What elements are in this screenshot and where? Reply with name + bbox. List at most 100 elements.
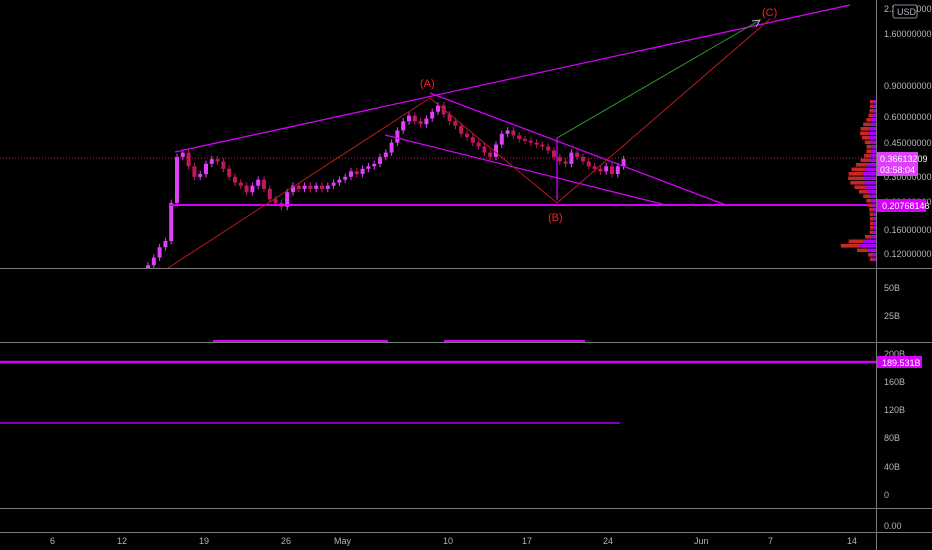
candle-body	[395, 130, 400, 143]
candle-body	[227, 168, 232, 177]
volume-profile-bar	[873, 221, 876, 226]
volume-profile-bar	[873, 109, 876, 113]
time-tick: 19	[199, 536, 209, 546]
candle-body	[598, 168, 603, 172]
candle-body	[412, 115, 417, 122]
time-tick: 7	[768, 536, 773, 546]
wave-projection-green[interactable]	[556, 19, 761, 139]
candle-body	[470, 137, 475, 143]
indicator-value-badge: 189.531B	[877, 356, 922, 368]
candle-body	[250, 185, 255, 193]
volume-profile-bar	[866, 185, 876, 190]
upper-channel-line[interactable]	[174, 4, 851, 153]
volume-profile-bar	[873, 230, 876, 235]
volume-profile-bar	[862, 136, 870, 140]
candle-body	[453, 121, 458, 126]
volume-profile-bar	[868, 253, 873, 257]
volume-profile-bar	[871, 149, 876, 154]
volume-profile-bar	[873, 226, 876, 230]
volume-profile-bar	[869, 136, 876, 140]
candle-body	[563, 161, 568, 164]
candle-body	[233, 176, 237, 183]
price-tick: 0.16000000	[884, 225, 932, 235]
volume-profile-bar	[871, 199, 876, 203]
volume-profile	[840, 100, 876, 262]
candle-body	[418, 121, 423, 125]
volume-profile-bar	[871, 118, 876, 122]
candle-body	[615, 166, 620, 175]
wedge-lower-line[interactable]	[384, 134, 667, 206]
candle-body	[581, 156, 585, 162]
wedge-upper-line[interactable]	[429, 92, 727, 206]
time-axis[interactable]: 6 12 19 26 May 10 17 24 Jun 7 14	[50, 536, 857, 546]
price-tick: 0.90000000	[884, 81, 932, 91]
volume-profile-bar	[869, 221, 874, 226]
volume-profile-bar	[860, 244, 876, 248]
candle-body	[209, 159, 214, 164]
candle-body	[407, 115, 411, 122]
indicator-tick: 0	[884, 490, 889, 500]
trendlines[interactable]	[174, 4, 851, 206]
candle-body	[552, 150, 556, 157]
volume-profile-bar	[860, 127, 870, 131]
price-tick: 1.60000000	[884, 29, 932, 39]
volume-profile-bar	[850, 181, 865, 185]
wave-leg-0-a[interactable]	[167, 97, 431, 269]
candle-body	[186, 152, 191, 167]
candle-body	[575, 152, 580, 157]
candle-body	[267, 188, 272, 200]
volume-profile-bar	[872, 113, 876, 118]
price-axis[interactable]: 2.20000000 1.60000000 0.90000000 0.60000…	[884, 4, 932, 259]
last-price-badge: 0.36613209 03:58:04	[877, 152, 928, 176]
volume-profile-bar	[869, 212, 874, 217]
volume-profile-bar	[860, 131, 869, 136]
candle-body	[383, 152, 388, 157]
last-price-value: 0.36613209	[880, 154, 928, 164]
candle-body	[244, 185, 249, 193]
wave-leg-b-c[interactable]	[556, 18, 771, 204]
price-tick: 0.45000000	[884, 138, 932, 148]
oscillator-tick: 0.00	[884, 521, 902, 531]
volume-profile-bar	[840, 244, 861, 248]
time-tick: 24	[603, 536, 613, 546]
candle-body	[557, 156, 562, 162]
currency-label: USD	[897, 7, 917, 17]
time-tick: Jun	[694, 536, 709, 546]
volume-profile-bar	[860, 158, 870, 163]
candle-body	[343, 176, 348, 180]
currency-badge[interactable]: USD	[892, 4, 918, 19]
candle-body	[488, 152, 493, 157]
volume-profile-bar	[869, 100, 874, 104]
candle-body	[505, 130, 510, 134]
volume-profile-bar	[857, 248, 868, 253]
candle-body	[610, 166, 614, 175]
candle-body	[465, 133, 469, 138]
candle-body	[163, 241, 168, 248]
candle-body	[430, 111, 435, 119]
candle-body	[366, 166, 371, 169]
volume-profile-bar	[869, 158, 876, 163]
wave-projection-red[interactable]	[167, 18, 771, 269]
volume-profile-bar	[873, 257, 876, 262]
volume-profile-bar	[872, 253, 876, 257]
volume-profile-bar	[863, 194, 871, 199]
volume-profile-bar	[869, 104, 874, 109]
candlestick-series	[146, 102, 626, 268]
volume-profile-bar	[863, 172, 876, 176]
wave-label-c: (C)	[762, 7, 777, 19]
volume-profile-bar	[851, 167, 865, 172]
volume-profile-bar	[855, 163, 867, 167]
volume-profile-bar	[866, 163, 876, 167]
wave-leg-a-b[interactable]	[429, 97, 558, 204]
volume-profile-bar	[869, 208, 873, 212]
volume-profile-bar	[873, 217, 876, 221]
candle-body	[459, 125, 464, 134]
indicator-tick: 80B	[884, 433, 900, 443]
volume-profile-bar	[870, 122, 876, 127]
time-tick: 12	[117, 536, 127, 546]
candle-body	[476, 142, 481, 147]
indicator-tick: 40B	[884, 462, 900, 472]
price-tick: 0.30000000	[884, 172, 932, 182]
candle-body	[273, 199, 278, 203]
